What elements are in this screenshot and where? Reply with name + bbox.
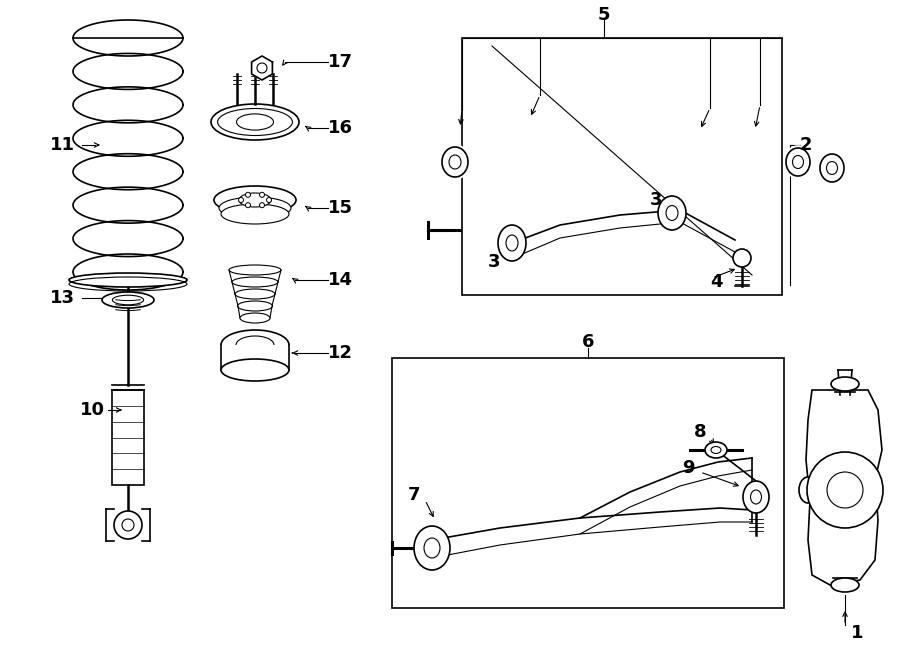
Ellipse shape	[786, 148, 810, 176]
Text: 7: 7	[408, 486, 420, 504]
Polygon shape	[252, 56, 273, 80]
Ellipse shape	[235, 289, 275, 299]
Circle shape	[257, 63, 267, 73]
Text: 1: 1	[851, 624, 863, 642]
Ellipse shape	[658, 196, 686, 230]
Text: 13: 13	[50, 289, 75, 307]
Circle shape	[259, 192, 265, 197]
Ellipse shape	[214, 186, 296, 214]
Ellipse shape	[218, 108, 292, 136]
Ellipse shape	[831, 377, 859, 391]
Circle shape	[238, 198, 244, 202]
Ellipse shape	[442, 147, 468, 177]
Ellipse shape	[237, 114, 274, 130]
Ellipse shape	[221, 359, 289, 381]
Ellipse shape	[232, 277, 278, 287]
Text: 2: 2	[800, 136, 813, 154]
Ellipse shape	[219, 197, 291, 219]
Circle shape	[246, 203, 250, 208]
Ellipse shape	[826, 161, 838, 175]
Text: 4: 4	[710, 273, 723, 291]
Ellipse shape	[424, 538, 440, 558]
Circle shape	[114, 511, 142, 539]
Ellipse shape	[666, 206, 678, 221]
Ellipse shape	[831, 578, 859, 592]
Circle shape	[827, 472, 863, 508]
Circle shape	[259, 203, 265, 208]
Text: 3: 3	[650, 191, 662, 209]
Circle shape	[807, 452, 883, 528]
Ellipse shape	[793, 155, 804, 169]
Ellipse shape	[238, 301, 273, 311]
Text: 11: 11	[50, 136, 75, 154]
Ellipse shape	[711, 446, 721, 453]
Text: 12: 12	[328, 344, 353, 362]
Ellipse shape	[221, 204, 289, 224]
Ellipse shape	[751, 490, 761, 504]
Ellipse shape	[414, 526, 450, 570]
Text: 5: 5	[598, 6, 610, 24]
Text: 8: 8	[694, 423, 706, 441]
Ellipse shape	[743, 481, 769, 513]
Ellipse shape	[239, 193, 271, 207]
Ellipse shape	[799, 477, 817, 503]
Ellipse shape	[820, 154, 844, 182]
Ellipse shape	[69, 273, 187, 287]
Text: 10: 10	[80, 401, 105, 419]
Bar	[392, 358, 784, 608]
Ellipse shape	[498, 225, 526, 261]
Text: 6: 6	[581, 333, 594, 351]
Text: 14: 14	[328, 271, 353, 289]
Ellipse shape	[112, 295, 144, 305]
Text: 16: 16	[328, 119, 353, 137]
Ellipse shape	[705, 442, 727, 458]
Ellipse shape	[211, 104, 299, 140]
Text: 17: 17	[328, 53, 353, 71]
Text: 15: 15	[328, 199, 353, 217]
Bar	[112, 390, 144, 485]
Text: 3: 3	[488, 253, 500, 271]
Bar	[462, 38, 782, 295]
Ellipse shape	[102, 292, 154, 308]
Circle shape	[246, 192, 250, 197]
Ellipse shape	[229, 265, 281, 275]
Circle shape	[266, 198, 272, 202]
Polygon shape	[806, 390, 882, 585]
Text: 9: 9	[682, 459, 695, 477]
Ellipse shape	[506, 235, 518, 251]
Ellipse shape	[449, 155, 461, 169]
Circle shape	[733, 249, 751, 267]
Circle shape	[122, 519, 134, 531]
Ellipse shape	[240, 313, 270, 323]
